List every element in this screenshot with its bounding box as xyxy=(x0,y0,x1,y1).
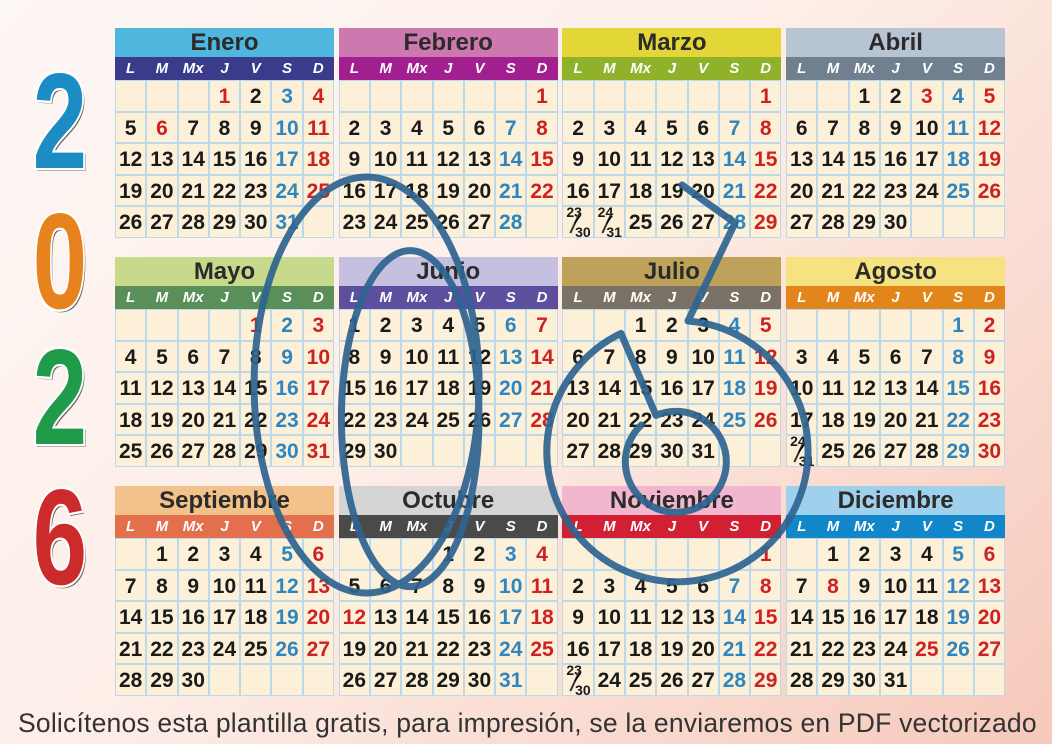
svg-text:0: 0 xyxy=(33,186,87,337)
svg-text:2: 2 xyxy=(33,46,87,197)
svg-text:2: 2 xyxy=(33,322,87,473)
svg-text:6: 6 xyxy=(33,462,87,613)
